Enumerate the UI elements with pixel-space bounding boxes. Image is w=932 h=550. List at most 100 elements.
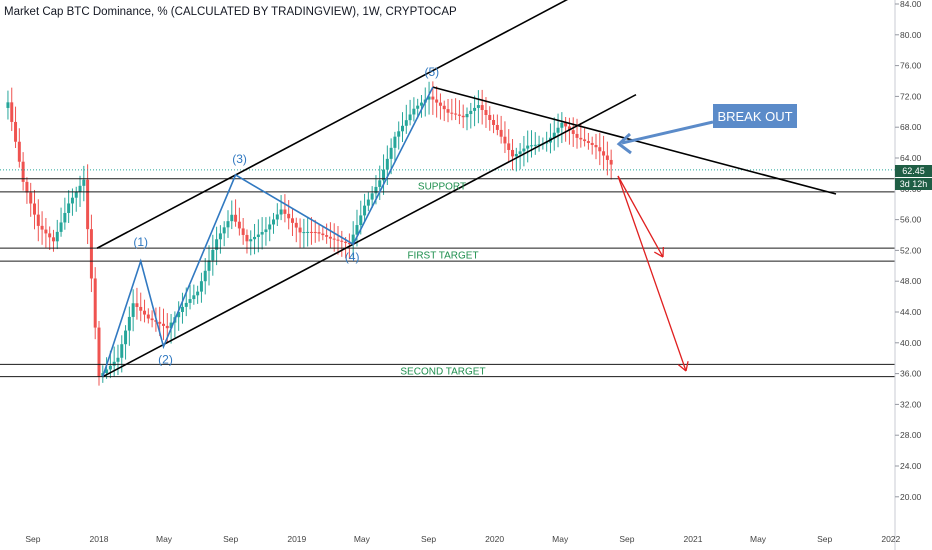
candle-body [127,316,131,331]
y-tick-label: 40.00 [900,338,922,348]
candle-body [40,225,44,230]
candle-body [146,314,150,319]
y-tick-label: 48.00 [900,276,922,286]
candle-body [507,143,511,150]
candle-body [564,122,568,127]
candle-body [575,133,579,138]
candle-body [97,327,101,377]
candle-body [427,96,431,100]
candle-body [70,197,74,204]
candle-body [139,306,143,311]
candle-body [203,270,207,282]
candle-body [199,281,203,292]
candle-body [192,295,196,300]
candle-body [184,302,188,307]
candle-body [609,159,613,165]
candle-body [124,330,128,345]
candle-body [465,113,469,118]
candle-body [82,179,86,186]
candle-body [211,249,215,261]
candle-body [279,209,283,215]
x-tick-label: May [156,534,173,544]
elliott-wave-path: (1) (2) (3) (4) (5) [102,65,439,377]
candle-body [165,325,169,329]
candle-body [321,233,325,236]
candle-body [363,205,367,216]
candle-body [298,227,302,233]
candle-body [283,209,287,214]
candle-body [78,185,82,192]
candle-body [397,131,401,137]
candle-body [55,231,59,242]
candle-body [29,192,33,204]
x-tick-label: 2020 [485,534,504,544]
candle-body [264,229,268,233]
wave-label: (2) [158,353,173,367]
candle-body [6,102,10,108]
candle-body [404,120,408,126]
candle-body [287,213,291,219]
candle-body [222,227,226,234]
candle-body [150,318,154,321]
candle-body [419,102,423,106]
candle-body [131,303,135,317]
support-label: SUPPORT [418,181,466,192]
candle-body [598,147,602,152]
x-tick-label: May [354,534,371,544]
candle-body [237,221,241,229]
candle-body [359,215,363,226]
candle-body [374,186,378,194]
x-tick-label: 2018 [90,534,109,544]
breakout-callout-text: BREAK OUT [717,109,792,124]
candle-body [514,153,518,157]
candle-body [552,132,556,138]
first-target-arrow-head [654,251,664,258]
breakout-callout-box [713,104,797,128]
x-tick-label: Sep [223,534,238,544]
time-axis[interactable]: Sep 2018 May Sep 2019 May Sep 2020 May Sep 2021 May… [25,534,900,544]
candle-body [260,232,264,235]
candle-body [188,299,192,303]
candle-body [344,241,348,243]
candle-body [249,239,253,242]
candle-body [476,105,480,108]
candle-body [560,122,564,128]
candle-body [366,199,370,206]
candle-body [416,105,420,109]
candle-body [268,224,272,230]
candle-body [378,180,382,187]
candle-body [370,193,374,200]
candle-body [401,125,405,132]
candle-body [454,113,458,115]
candle-body [605,155,609,160]
candle-body [457,114,461,116]
y-tick-label: 64.00 [900,153,922,163]
candle-body [86,179,90,230]
candle-body [275,214,279,220]
target-arrows [617,175,689,372]
x-tick-label: Sep [421,534,436,544]
annotation-labels: SUPPORT FIRST TARGET SECOND TARGET BREAK OU… [400,104,797,378]
price-axis[interactable]: 20.00 24.00 28.00 32.00 36.00 40.00 44.00 48.00… [894,0,932,550]
candle-body [336,239,340,241]
breakout-pointer [621,120,714,145]
y-tick-label: 56.00 [900,215,922,225]
candle-body [567,126,571,131]
candle-body [93,278,97,328]
candle-body [382,169,386,181]
candle-body [529,145,533,147]
y-tick-label: 32.00 [900,399,922,409]
candle-body [473,107,477,111]
candle-body [14,121,18,142]
x-tick-label: May [750,534,767,544]
candle-body [302,232,306,234]
candle-body [537,144,541,146]
second-target-label: SECOND TARGET [400,367,485,378]
y-tick-label: 44.00 [900,307,922,317]
x-tick-label: Sep [619,534,634,544]
second-target-arrow [617,175,687,372]
candle-body [579,137,583,140]
wave-label: (1) [133,235,148,249]
horizontal-levels [0,169,895,378]
